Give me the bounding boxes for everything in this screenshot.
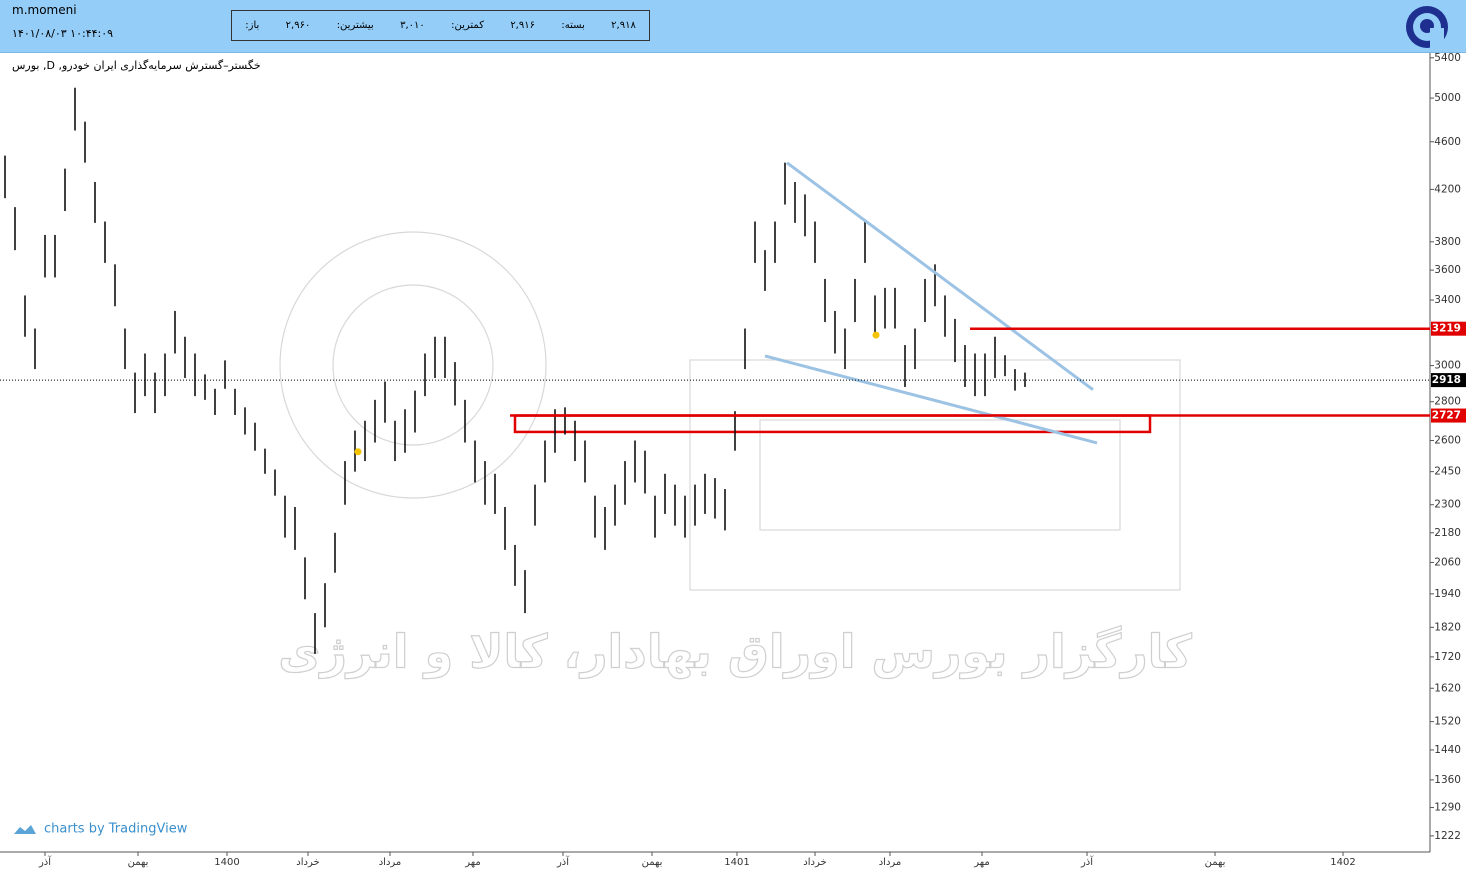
support-zone [513, 414, 1152, 434]
price-label: 2727 [1432, 410, 1461, 422]
x-tick-label: 1401 [724, 857, 749, 868]
y-tick-label: 1360 [1434, 774, 1461, 786]
y-tick-label: 1820 [1434, 621, 1461, 633]
y-tick-label: 2180 [1434, 527, 1461, 539]
x-tick-label: آذر [38, 855, 52, 868]
header: m.momeni ۱۴۰۱/۰۸/۰۳ ۱۰:۴۴:۰۹ باز: ۲,۹۶۰ بی… [0, 0, 1466, 53]
stat-label: بیشترین: [336, 20, 374, 31]
trendline [786, 161, 1094, 391]
y-tick-label: 1940 [1434, 588, 1461, 600]
stat-label: باز: [245, 20, 260, 31]
credit: charts by TradingView [14, 822, 188, 837]
x-tick-label: خرداد [803, 857, 826, 868]
price-label-bg [1431, 373, 1466, 388]
y-tick-label: 1620 [1434, 682, 1461, 694]
x-tick-label: آذر [556, 855, 570, 868]
y-tick-label: 3000 [1434, 360, 1461, 372]
y-tick-label: 1440 [1434, 744, 1461, 756]
price-label-bg [1431, 408, 1466, 423]
y-tick-label: 3800 [1434, 236, 1461, 248]
x-tick-label: آذر [1080, 855, 1094, 868]
x-tick-label: مرداد [379, 857, 402, 868]
y-tick-label: 4200 [1434, 183, 1461, 195]
y-tick-label: 3600 [1434, 264, 1461, 276]
y-tick-label: 1520 [1434, 716, 1461, 728]
y-tick-label: 5000 [1434, 92, 1461, 104]
date-time: ۱۴۰۱/۰۸/۰۳ ۱۰:۴۴:۰۹ [12, 27, 114, 40]
stat-value: ۲,۹۱۶ [510, 20, 535, 31]
y-tick-label: 1222 [1434, 830, 1461, 842]
logo [1406, 6, 1448, 48]
x-tick-label: بهمن [642, 857, 663, 868]
x-tick-label: مهر [973, 857, 989, 868]
price-label: 2918 [1432, 374, 1461, 386]
stats-box: باز: ۲,۹۶۰ بیشترین: ۳,۰۱۰ کمترین: ۲,۹۱۶ بسته: ۲… [231, 10, 650, 41]
marker [872, 331, 880, 339]
y-tick-label: 3400 [1434, 294, 1461, 306]
stat-value: ۳,۰۱۰ [400, 20, 425, 31]
x-tick-label: مرداد [879, 857, 902, 868]
x-tick-label: خرداد [296, 857, 319, 868]
x-tick-label: بهمن [1205, 857, 1226, 868]
y-tick-label: 2060 [1434, 556, 1461, 568]
trendline [764, 354, 1098, 445]
price-axis [1430, 53, 1466, 872]
watermark-logo [279, 231, 1181, 591]
y-tick-label: 2450 [1434, 466, 1461, 478]
x-tick-label: 1400 [214, 857, 239, 868]
y-tick-label: 2300 [1434, 499, 1461, 511]
credit-text: charts by TradingView [44, 822, 188, 837]
y-tick-label: 5400 [1434, 53, 1461, 64]
y-tick-label: 2600 [1434, 435, 1461, 447]
chart: کارگزار بورس اوراق بهادار، کالا و انرژی … [0, 53, 1466, 872]
price-label-bg [1431, 321, 1466, 336]
y-tick-label: 4600 [1434, 136, 1461, 148]
y-tick-label: 1720 [1434, 651, 1461, 663]
stat-value: ۲,۹۱۸ [611, 20, 636, 31]
stat-label: کمترین: [451, 20, 484, 31]
y-tick-label: 2800 [1434, 396, 1461, 408]
marker [354, 448, 362, 456]
stat-value: ۲,۹۶۰ [285, 20, 311, 31]
x-tick-label: بهمن [128, 857, 149, 868]
watermark: کارگزار بورس اوراق بهادار، کالا و انرژی [278, 625, 1192, 679]
y-tick-label: 1290 [1434, 802, 1461, 814]
chart-title: بورس ,D ,خگستر–گسترش سرمایه‌گذاری ایران … [12, 59, 261, 72]
price-label: 3219 [1432, 323, 1461, 335]
x-tick-label: 1402 [1330, 857, 1355, 868]
x-tick-label: مهر [464, 857, 480, 868]
user-name: m.momeni [12, 3, 77, 17]
stat-label: بسته: [561, 20, 585, 31]
